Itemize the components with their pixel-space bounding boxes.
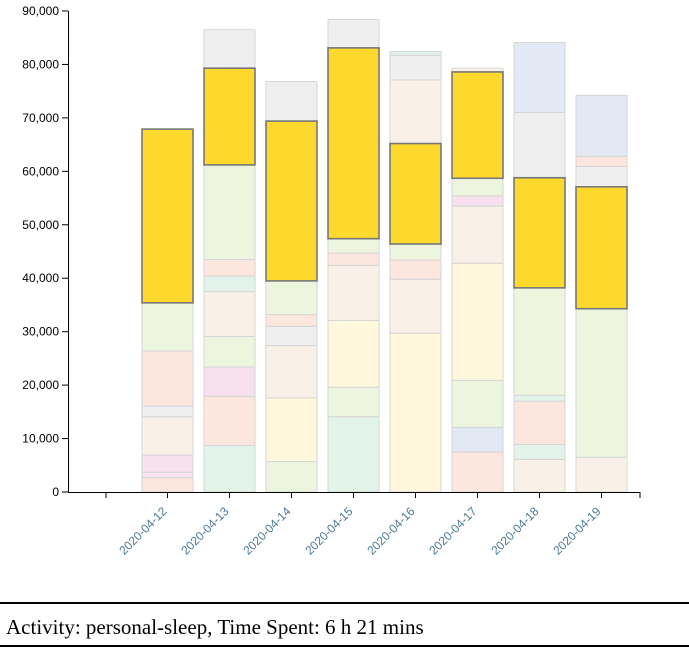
y-tick-label: 30,000: [22, 325, 59, 339]
y-tick-label: 0: [52, 485, 59, 499]
bar-segment[interactable]: [141, 350, 194, 407]
bar-segment[interactable]: [575, 166, 628, 188]
x-tick-label: 2020-04-17: [426, 504, 480, 558]
x-tick-label: 2020-04-14: [240, 504, 294, 558]
bar-segment[interactable]: [141, 471, 194, 479]
bar-segment[interactable]: [203, 164, 256, 261]
bar-segment[interactable]: [141, 405, 194, 418]
bar-segment[interactable]: [451, 379, 504, 428]
bar-segment[interactable]: [327, 238, 380, 254]
bar-segment[interactable]: [203, 445, 256, 493]
bar-segment[interactable]: [327, 19, 380, 49]
bar-segment[interactable]: [203, 275, 256, 293]
bar-stack: [451, 67, 504, 493]
chart-svg: 0 10,000 20,000 30,000 40,000 50,000 60,000 70,…: [22, 4, 641, 558]
bar-segment[interactable]: [451, 195, 504, 207]
y-tick-label: 20,000: [22, 378, 59, 392]
x-tick-label: 2020-04-13: [178, 504, 232, 558]
bar-segment[interactable]: [327, 386, 380, 418]
bar-segment[interactable]: [203, 259, 256, 277]
bar-segment[interactable]: [451, 205, 504, 264]
bar-segment[interactable]: [389, 259, 442, 280]
bar-segment[interactable]: [389, 332, 442, 493]
bar-segment[interactable]: [513, 112, 566, 179]
bar-stack: [327, 19, 380, 493]
y-tick-label: 40,000: [22, 271, 59, 285]
bar-segment[interactable]: [513, 287, 566, 396]
bar-segment[interactable]: [389, 278, 442, 334]
bar-segment[interactable]: [389, 51, 442, 56]
bar-segment[interactable]: [265, 280, 318, 316]
bars-layer: [141, 19, 628, 493]
bar-segment[interactable]: [141, 454, 194, 473]
bar-stack: [575, 94, 628, 493]
stacked-bar-chart: 0 10,000 20,000 30,000 40,000 50,000 60,000 70,…: [22, 4, 641, 558]
bar-segment[interactable]: [203, 395, 256, 447]
bar-segment[interactable]: [203, 335, 256, 368]
x-tick-label: 2020-04-12: [116, 504, 170, 558]
bar-segment[interactable]: [575, 155, 628, 168]
bar-stack: [141, 128, 194, 493]
bar-segment[interactable]: [327, 264, 380, 321]
y-axis: 0 10,000 20,000 30,000 40,000 50,000 60,000 70,…: [22, 4, 69, 499]
bar-segment[interactable]: [575, 456, 628, 493]
bar-stack: [203, 29, 256, 493]
bar-segment-highlighted[interactable]: [327, 47, 380, 240]
y-tick-label: 60,000: [22, 164, 59, 178]
bar-segment[interactable]: [265, 325, 318, 347]
bar-segment[interactable]: [451, 262, 504, 381]
bar-segment[interactable]: [513, 42, 566, 114]
bar-segment[interactable]: [389, 243, 442, 261]
status-bar: Activity: personal-sleep, Time Spent: 6 …: [0, 602, 689, 647]
bar-segment[interactable]: [513, 394, 566, 402]
x-axis: 2020-04-12 2020-04-13 2020-04-14 2020-04-15…: [68, 492, 641, 558]
y-tick-label: 90,000: [22, 4, 59, 18]
bar-segment[interactable]: [451, 177, 504, 197]
bar-segment-highlighted[interactable]: [451, 71, 504, 180]
bar-segment-highlighted[interactable]: [389, 142, 442, 245]
bar-segment[interactable]: [265, 345, 318, 399]
x-tick-label: 2020-04-15: [302, 504, 356, 558]
y-tick-label: 70,000: [22, 111, 59, 125]
x-tick-label: 2020-04-19: [550, 504, 604, 558]
bar-segment-highlighted[interactable]: [575, 186, 628, 310]
bar-stack: [265, 81, 318, 493]
bar-segment[interactable]: [327, 319, 380, 388]
bar-segment[interactable]: [513, 443, 566, 460]
bar-segment[interactable]: [451, 426, 504, 453]
bar-segment[interactable]: [203, 29, 256, 69]
bar-segment[interactable]: [575, 308, 628, 458]
bar-segment-highlighted[interactable]: [265, 120, 318, 282]
y-tick-label: 80,000: [22, 57, 59, 71]
bar-segment-highlighted[interactable]: [141, 128, 194, 304]
bar-segment[interactable]: [451, 451, 504, 493]
bar-segment-highlighted[interactable]: [513, 176, 566, 289]
bar-segment[interactable]: [203, 366, 256, 397]
bar-segment[interactable]: [265, 397, 318, 463]
bar-segment[interactable]: [141, 477, 194, 493]
status-text: Activity: personal-sleep, Time Spent: 6 …: [6, 615, 424, 639]
x-tick-label: 2020-04-16: [364, 504, 418, 558]
bar-segment[interactable]: [141, 416, 194, 456]
bar-stack: [513, 42, 566, 493]
bar-segment[interactable]: [141, 302, 194, 352]
bar-segment[interactable]: [265, 314, 318, 327]
x-tick-label: 2020-04-18: [488, 504, 542, 558]
y-tick-label: 10,000: [22, 432, 59, 446]
bar-stack: [389, 51, 442, 493]
bar-segment[interactable]: [389, 54, 442, 81]
y-tick-label: 50,000: [22, 218, 59, 232]
bar-segment[interactable]: [575, 94, 628, 157]
bar-segment[interactable]: [513, 400, 566, 445]
bar-segment[interactable]: [327, 252, 380, 266]
bar-segment[interactable]: [265, 461, 318, 493]
bar-segment[interactable]: [265, 81, 318, 122]
bar-segment[interactable]: [327, 416, 380, 493]
bar-segment[interactable]: [203, 291, 256, 337]
bar-segment-highlighted[interactable]: [203, 67, 256, 166]
bar-segment[interactable]: [389, 79, 442, 145]
bar-segment[interactable]: [513, 458, 566, 493]
